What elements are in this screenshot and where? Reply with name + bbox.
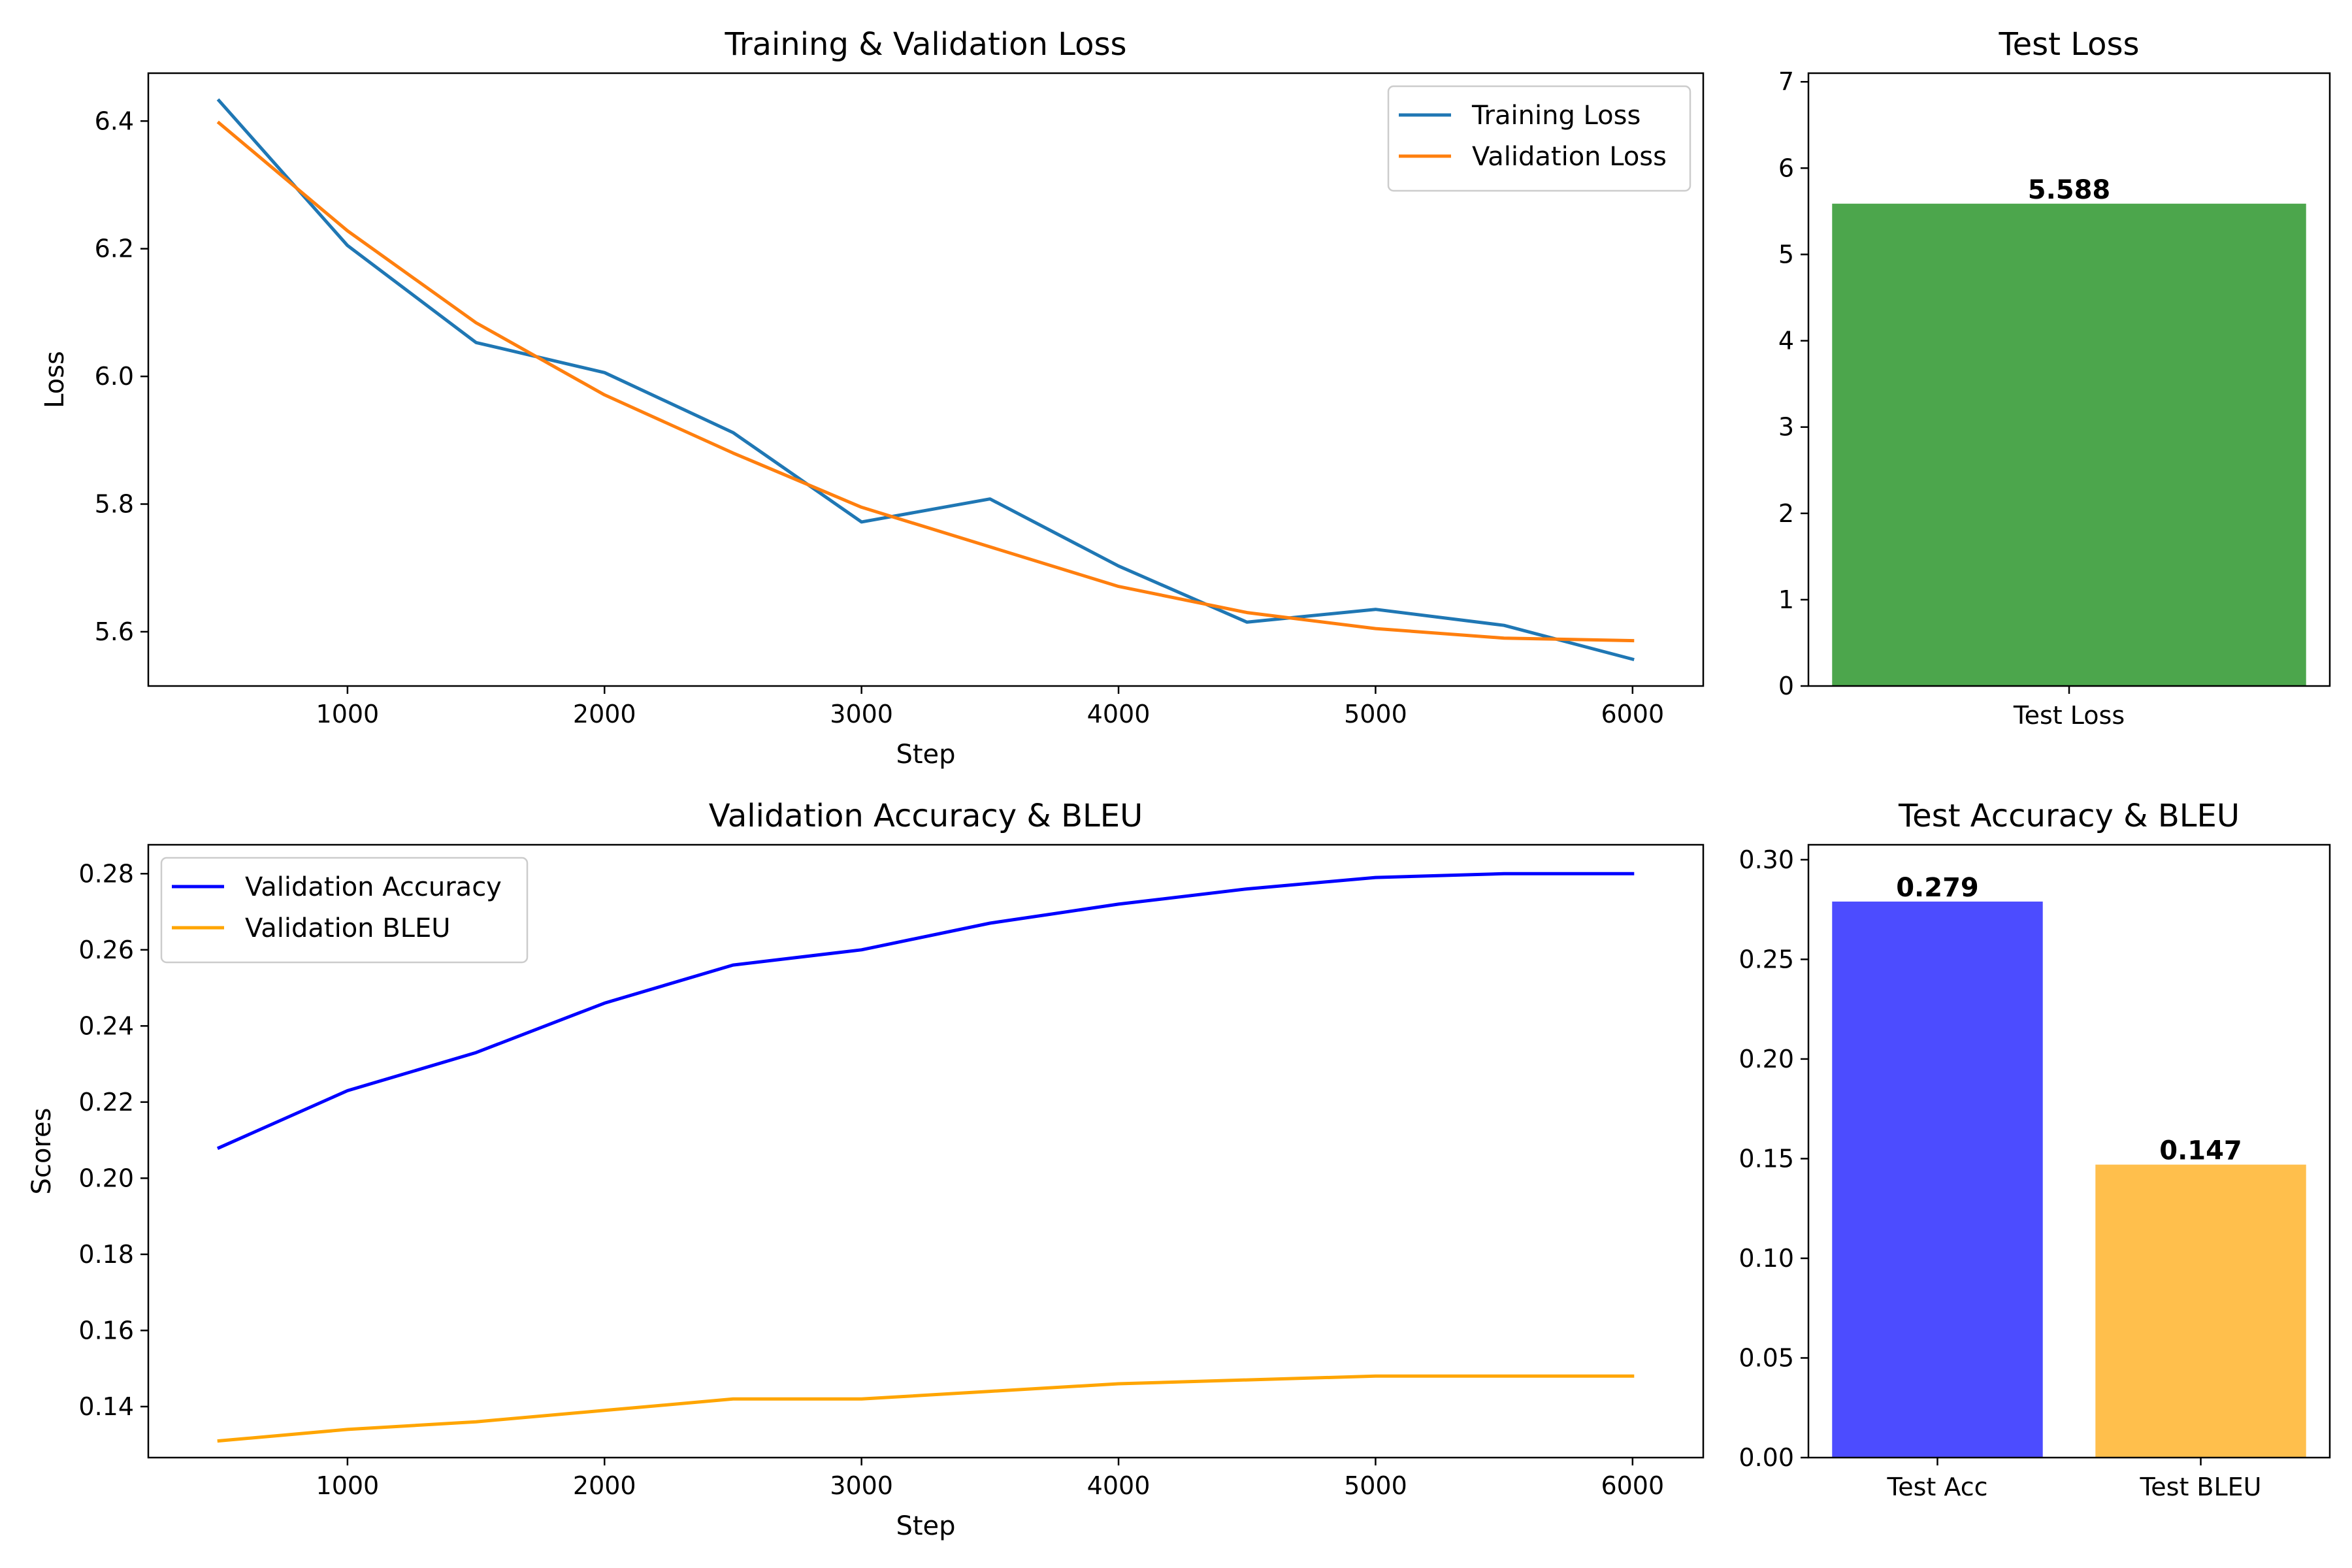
bar-chart-3: 0.279 Test Acc 0.147 Test BLEU 0.00 0.05 0.10 0… [1739, 798, 2331, 1501]
bar-value-label: 0.279 [1896, 873, 1979, 903]
y-tick-label: 6.4 [95, 106, 134, 135]
x-tick-label: 2000 [573, 1471, 636, 1500]
legend-box [1387, 85, 1691, 192]
x-tick-label: Test Loss [2013, 701, 2125, 730]
y-tick-label: 0.22 [78, 1088, 134, 1117]
plot-frame [147, 843, 1705, 1459]
legend: Training Loss Validation Loss [1387, 85, 1691, 192]
y-tick-label: 7 [1778, 67, 1794, 96]
y-tick-label: 0.25 [1739, 945, 1794, 973]
series-line [216, 872, 1635, 1151]
y-tick-label: 0.24 [78, 1011, 134, 1040]
x-tick-label: 3000 [830, 1471, 893, 1500]
plot-frame [147, 72, 1705, 687]
legend-label: Validation BLEU [245, 913, 451, 943]
y-tick-label: 1 [1778, 585, 1794, 614]
x-tick-label: 5000 [1344, 1471, 1407, 1500]
x-tick-label: 2000 [573, 700, 636, 728]
y-axis-label: Scores [27, 1108, 57, 1195]
y-tick-label: 6 [1778, 154, 1794, 182]
y-tick-label: 5.8 [95, 490, 134, 519]
legend-label: Training Loss [1471, 101, 1641, 131]
bar-value-label: 0.147 [2159, 1136, 2242, 1166]
y-tick-label: 0.14 [78, 1392, 134, 1421]
y-tick-label: 0.10 [1739, 1244, 1794, 1273]
x-tick-label: Test BLEU [2140, 1473, 2262, 1501]
chart-title: Test Accuracy & BLEU [1898, 798, 2240, 834]
legend-label: Validation Accuracy [245, 872, 502, 902]
y-tick-label: 3 [1778, 413, 1794, 442]
y-tick-label: 0.05 [1739, 1343, 1794, 1372]
x-tick-label: 5000 [1344, 700, 1407, 728]
chart-title: Test Loss [1998, 26, 2139, 63]
x-axis-label: Step [896, 740, 955, 770]
y-tick-label: 0 [1778, 672, 1794, 700]
line-chart-2: 1000 2000 3000 4000 5000 6000 0.14 0.16 0.18 0.20… [27, 798, 1705, 1541]
y-tick-label: 0.26 [78, 936, 134, 964]
y-axis-label: Loss [40, 351, 70, 408]
y-tick-label: 5.6 [95, 617, 134, 646]
x-tick-label: 6000 [1601, 1471, 1664, 1500]
y-tick-label: 0.16 [78, 1316, 134, 1345]
bar [1832, 203, 2306, 686]
chart-title: Training & Validation Loss [725, 26, 1127, 63]
y-tick-label: 0.28 [78, 859, 134, 888]
legend: Validation Accuracy Validation BLEU [160, 857, 529, 964]
x-axis-label: Step [896, 1511, 955, 1541]
x-tick-label: 4000 [1087, 1471, 1151, 1500]
y-tick-label: 4 [1778, 327, 1794, 355]
legend-label: Validation Loss [1472, 142, 1667, 172]
y-tick-label: 0.30 [1739, 845, 1794, 874]
x-tick-label: Test Acc [1886, 1473, 1987, 1501]
x-tick-label: 6000 [1601, 700, 1664, 728]
bar-chart-1: 5.588 Test Loss 0 1 2 3 4 5 6 7 Test Loss [1778, 26, 2331, 730]
y-tick-label: 0.15 [1739, 1144, 1794, 1173]
y-tick-label: 0.18 [78, 1240, 134, 1269]
x-tick-label: 3000 [830, 700, 893, 728]
y-tick-label: 6.0 [95, 362, 134, 391]
y-tick-label: 0.00 [1739, 1443, 1794, 1472]
chart-title: Validation Accuracy & BLEU [709, 798, 1143, 834]
series-line [217, 1374, 1635, 1443]
x-tick-label: 1000 [316, 1471, 380, 1500]
plot-frame [1807, 72, 2331, 687]
plot-frame [1807, 843, 2331, 1459]
series-line [216, 98, 1635, 662]
line-chart-0: 1000 2000 3000 4000 5000 6000 5.6 5.8 6.0 6.2 6.4 T… [40, 26, 1705, 770]
legend-box [160, 857, 529, 964]
y-tick-label: 5 [1778, 240, 1794, 269]
bar [1832, 901, 2043, 1458]
y-tick-label: 0.20 [1739, 1045, 1794, 1073]
bar [2095, 1164, 2306, 1458]
x-tick-label: 1000 [316, 700, 380, 728]
y-tick-label: 2 [1778, 499, 1794, 528]
bar-value-label: 5.588 [2028, 175, 2111, 205]
y-tick-label: 0.20 [78, 1164, 134, 1192]
x-tick-label: 4000 [1087, 700, 1151, 728]
series-line [216, 120, 1635, 643]
y-tick-label: 6.2 [95, 235, 134, 263]
